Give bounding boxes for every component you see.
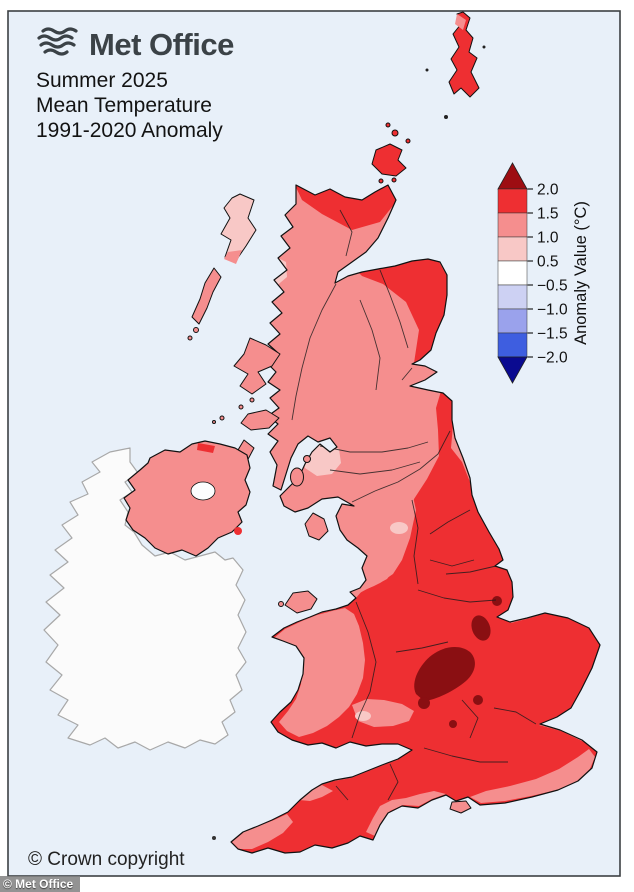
band-salmon-cumbria-pennines	[330, 484, 416, 595]
tick-label: 1.5	[537, 206, 559, 223]
band-salmon-south-coast	[366, 791, 446, 836]
map-title-variable: Mean Temperature	[36, 94, 212, 117]
island-isle-of-man	[304, 512, 329, 541]
tick-label: 2.0	[537, 182, 559, 199]
island-skye	[233, 337, 281, 395]
island-isle-of-wight	[449, 800, 472, 814]
met-office-badge: © Met Office	[0, 876, 81, 892]
tick-label: −1.0	[537, 302, 568, 319]
band-pink-manchester	[390, 522, 408, 534]
tick-label: −0.5	[537, 278, 568, 295]
island-scilly	[212, 836, 216, 840]
band-salmon-kent-sussex-coast	[470, 749, 595, 803]
island-orkney	[371, 143, 407, 177]
county-boundaries	[291, 209, 537, 801]
header: Met Office Summer 2025 Mean Temperature …	[36, 26, 234, 143]
band-pink-se-wales	[355, 711, 371, 721]
legend-arrow-below	[497, 356, 528, 384]
island-mull	[240, 409, 280, 431]
tick-label: 0.5	[537, 254, 559, 271]
tick-label: 1.0	[537, 230, 559, 247]
legend-tick-labels: 2.0 1.5 1.0 0.5 −0.5 −1.0 −1.5 −2.0	[537, 182, 568, 367]
island-uists	[191, 267, 222, 325]
region-ireland-no-data	[43, 447, 247, 751]
tick-label: −1.5	[537, 326, 568, 343]
brand-title: Met Office	[89, 26, 234, 62]
crown-copyright: © Crown copyright	[28, 849, 185, 870]
island-shetland-north	[455, 14, 466, 30]
band-salmon-wales	[274, 608, 365, 737]
island-anglesey	[284, 590, 318, 614]
band-salmon-west-cornwall	[232, 814, 293, 849]
island-shetland	[448, 11, 480, 98]
region-northern-ireland	[123, 440, 251, 557]
band-salmon-north-devon	[299, 785, 333, 801]
met-office-waves-icon	[36, 26, 80, 63]
legend-axis-label: Anomaly Value (°C)	[572, 201, 590, 345]
legend-tick-marks	[527, 188, 533, 358]
gb-coastline	[230, 184, 601, 854]
island-arran	[290, 467, 304, 487]
island-lewis-harris	[220, 193, 257, 263]
map-title-baseline: 1991-2020 Anomaly	[36, 119, 223, 142]
map-title-season: Summer 2025	[36, 69, 168, 92]
legend-colorbar: 2.0 1.5 1.0 0.5 −0.5 −1.0 −1.5 −2.0 Anom…	[497, 162, 590, 384]
anomaly-bands	[231, 185, 600, 853]
lough-neagh	[190, 481, 216, 501]
island-bute	[303, 455, 311, 463]
band-red-england	[231, 391, 600, 853]
tick-label: −2.0	[537, 350, 568, 367]
band-red-northeast-scotland	[350, 259, 447, 363]
